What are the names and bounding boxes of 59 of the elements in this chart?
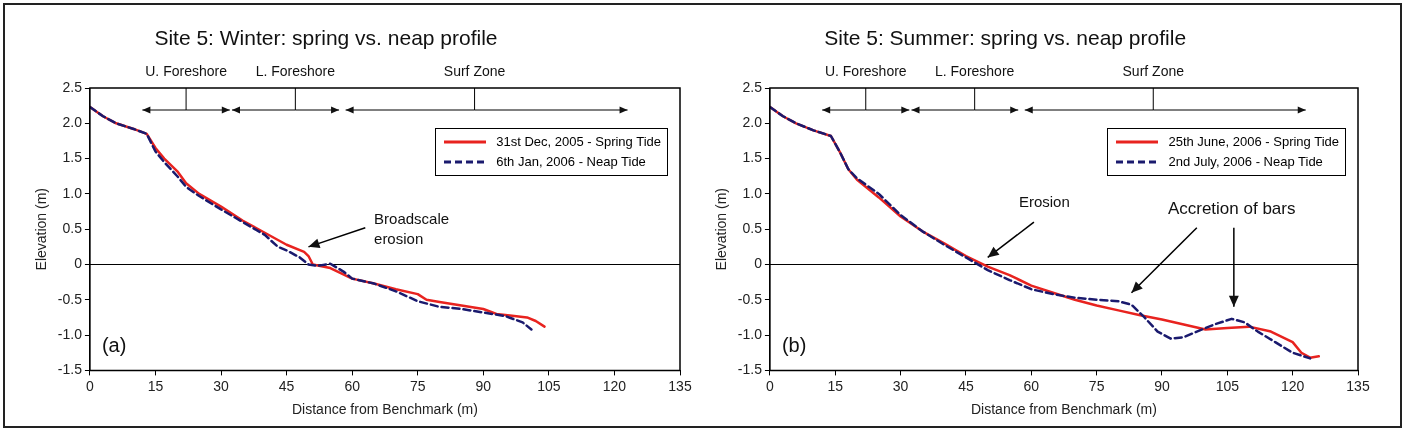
annotation: (a) [101, 334, 127, 357]
x-tick-label: 75 [1088, 377, 1105, 394]
y-axis-title: Elevation (m) [33, 187, 50, 271]
annotation: Erosion [1018, 192, 1070, 210]
y-tick-label: -1.5 [737, 361, 763, 378]
y-tick-label: 1.0 [742, 184, 763, 201]
chart-title: Site 5: Summer: spring vs. neap profile [824, 26, 1187, 49]
y-tick-label: 1.5 [62, 149, 83, 166]
x-tick-label: 105 [1215, 377, 1240, 394]
x-tick-label: 90 [475, 377, 492, 394]
legend-label: 25th June, 2006 - Spring Tide [1168, 133, 1339, 151]
x-tick-label: 45 [958, 377, 974, 394]
x-tick-label: 30 [892, 377, 909, 394]
text: U. Foreshore [824, 63, 907, 79]
y-tick-label: 2.5 [742, 78, 763, 95]
x-tick-label: 0 [766, 377, 775, 394]
y-tick-label: 2.0 [742, 114, 763, 131]
x-tick-label: 15 [147, 377, 164, 394]
text: Surf Zone [1122, 63, 1185, 79]
x-tick-label: 45 [278, 377, 295, 394]
annotation: Accretion of bars [1167, 198, 1296, 218]
x-tick-label: 135 [668, 377, 692, 394]
annotation: Broadscale erosion [374, 210, 450, 248]
x-axis-title: Distance from Benchmark (m) [291, 401, 478, 418]
x-tick-label: 0 [86, 377, 95, 394]
x-tick-label: 120 [1280, 377, 1305, 394]
y-axis-title: Elevation (m) [713, 187, 730, 271]
y-tick-label: 1.5 [742, 149, 763, 166]
x-tick-label: 15 [827, 377, 844, 394]
text: L. Foreshore [255, 63, 336, 79]
y-tick-label: -0.5 [57, 290, 83, 307]
x-tick-label: 30 [213, 377, 230, 394]
x-tick-label: 120 [602, 377, 627, 394]
text: L. Foreshore [934, 63, 1015, 79]
legend-label: 2nd July, 2006 - Neap Tide [1168, 153, 1323, 171]
y-tick-label: 0.5 [62, 220, 83, 237]
y-tick-label: 2.0 [62, 114, 83, 131]
text: Surf Zone [443, 63, 506, 79]
y-tick-label: 0 [754, 255, 763, 272]
x-tick-label: 105 [537, 377, 561, 394]
y-tick-label: 0.5 [742, 220, 763, 237]
y-tick-label: -0.5 [737, 290, 763, 307]
legend-label: 6th Jan, 2006 - Neap Tide [496, 153, 646, 171]
y-tick-label: 1.0 [62, 184, 83, 201]
x-axis-title: Distance from Benchmark (m) [970, 401, 1157, 418]
x-tick-label: 90 [1154, 377, 1170, 394]
legend-label: 31st Dec, 2005 - Spring Tide [496, 133, 661, 151]
x-tick-label: 135 [1346, 377, 1370, 394]
x-tick-label: 60 [344, 377, 361, 394]
y-tick-label: -1.0 [737, 325, 763, 342]
x-tick-label: 60 [1023, 377, 1040, 394]
y-tick-label: -1.0 [57, 325, 83, 342]
y-tick-label: 2.5 [62, 78, 83, 95]
x-tick-label: 75 [409, 377, 426, 394]
y-tick-label: 0 [74, 255, 83, 272]
y-tick-label: -1.5 [57, 361, 83, 378]
text: U. Foreshore [145, 63, 228, 79]
annotation: (b) [781, 334, 807, 357]
chart-title: Site 5: Winter: spring vs. neap profile [154, 26, 498, 49]
